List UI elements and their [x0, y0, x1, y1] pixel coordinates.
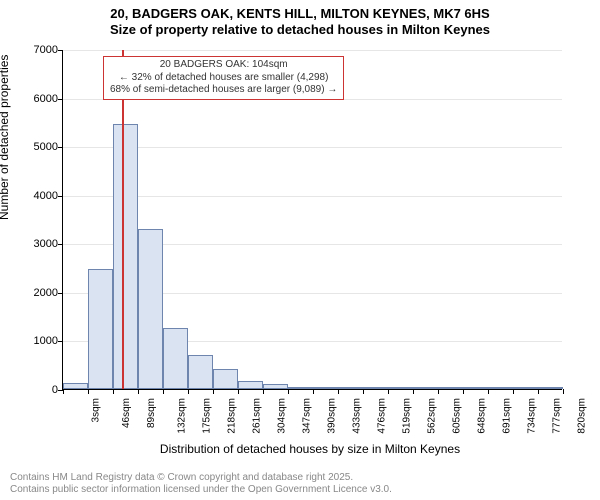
annot-line-3: 68% of semi-detached houses are larger (…	[110, 84, 337, 97]
x-tick-label: 820sqm	[577, 398, 588, 434]
y-tick-label: 3000	[18, 238, 58, 250]
x-tick-mark	[438, 389, 439, 394]
footer-text: Contains HM Land Registry data © Crown c…	[10, 472, 392, 496]
x-tick-mark	[163, 389, 164, 394]
chart-container: 20, BADGERS OAK, KENTS HILL, MILTON KEYN…	[0, 0, 600, 500]
x-tick-mark	[113, 389, 114, 394]
x-tick-mark	[263, 389, 264, 394]
x-tick-mark	[563, 389, 564, 394]
x-tick-label: 433sqm	[352, 398, 363, 434]
x-tick-label: 476sqm	[377, 398, 388, 434]
x-tick-label: 347sqm	[302, 398, 313, 434]
y-tick-mark	[58, 244, 63, 245]
gridline	[63, 50, 562, 51]
histogram-bar	[113, 124, 138, 389]
histogram-bar	[88, 269, 113, 389]
x-tick-label: 89sqm	[146, 398, 157, 428]
x-tick-mark	[288, 389, 289, 394]
x-tick-mark	[138, 389, 139, 394]
x-tick-mark	[188, 389, 189, 394]
x-tick-label: 734sqm	[527, 398, 538, 434]
histogram-bar	[188, 355, 213, 389]
annot-line-1: 20 BADGERS OAK: 104sqm	[110, 59, 337, 72]
histogram-bar	[513, 387, 538, 389]
x-tick-label: 777sqm	[552, 398, 563, 434]
x-tick-mark	[213, 389, 214, 394]
x-tick-label: 605sqm	[452, 398, 463, 434]
x-tick-label: 562sqm	[427, 398, 438, 434]
y-tick-mark	[58, 196, 63, 197]
y-tick-mark	[58, 50, 63, 51]
histogram-bar	[413, 387, 438, 389]
histogram-bar	[463, 387, 488, 389]
histogram-bar	[438, 387, 463, 389]
histogram-bar	[363, 387, 388, 389]
x-tick-mark	[238, 389, 239, 394]
y-tick-mark	[58, 293, 63, 294]
x-tick-mark	[413, 389, 414, 394]
y-tick-label: 5000	[18, 141, 58, 153]
histogram-bar	[288, 387, 313, 389]
x-tick-mark	[63, 389, 64, 394]
histogram-bar	[263, 384, 288, 389]
histogram-bar	[138, 229, 163, 389]
x-tick-label: 261sqm	[252, 398, 263, 434]
y-tick-label: 6000	[18, 93, 58, 105]
histogram-bar	[213, 369, 238, 389]
x-tick-label: 3sqm	[90, 398, 101, 422]
x-tick-mark	[388, 389, 389, 394]
x-tick-mark	[313, 389, 314, 394]
x-tick-mark	[338, 389, 339, 394]
y-tick-label: 4000	[18, 190, 58, 202]
x-tick-label: 132sqm	[177, 398, 188, 434]
y-tick-label: 1000	[18, 335, 58, 347]
x-tick-label: 218sqm	[227, 398, 238, 434]
y-tick-label: 7000	[18, 44, 58, 56]
footer-line-2: Contains public sector information licen…	[10, 484, 392, 496]
x-tick-label: 519sqm	[402, 398, 413, 434]
histogram-bar	[163, 328, 188, 389]
y-tick-label: 2000	[18, 287, 58, 299]
y-tick-mark	[58, 341, 63, 342]
histogram-bar	[488, 387, 513, 389]
histogram-bar	[238, 381, 263, 389]
title-block: 20, BADGERS OAK, KENTS HILL, MILTON KEYN…	[0, 0, 600, 39]
x-tick-label: 648sqm	[477, 398, 488, 434]
x-tick-label: 46sqm	[121, 398, 132, 428]
title-line-1: 20, BADGERS OAK, KENTS HILL, MILTON KEYN…	[0, 6, 600, 22]
y-axis-title: Number of detached properties	[0, 55, 11, 220]
y-tick-label: 0	[18, 384, 58, 396]
annot-line-2: ← 32% of detached houses are smaller (4,…	[110, 72, 337, 85]
x-tick-mark	[88, 389, 89, 394]
histogram-bar	[388, 387, 413, 389]
histogram-bar	[538, 387, 563, 389]
marker-annotation: 20 BADGERS OAK: 104sqm ← 32% of detached…	[103, 56, 344, 100]
x-tick-mark	[513, 389, 514, 394]
y-tick-mark	[58, 99, 63, 100]
histogram-bar	[338, 387, 363, 389]
plot-area: 20 BADGERS OAK: 104sqm ← 32% of detached…	[62, 50, 562, 390]
marker-line	[122, 50, 124, 389]
histogram-bar	[313, 387, 338, 389]
x-tick-label: 390sqm	[327, 398, 338, 434]
x-tick-label: 691sqm	[502, 398, 513, 434]
y-tick-mark	[58, 147, 63, 148]
x-tick-label: 175sqm	[202, 398, 213, 434]
x-tick-mark	[538, 389, 539, 394]
x-axis-title: Distribution of detached houses by size …	[60, 442, 560, 456]
x-tick-mark	[488, 389, 489, 394]
x-tick-mark	[363, 389, 364, 394]
histogram-bar	[63, 383, 88, 389]
x-tick-label: 304sqm	[277, 398, 288, 434]
footer-line-1: Contains HM Land Registry data © Crown c…	[10, 472, 392, 484]
title-line-2: Size of property relative to detached ho…	[0, 22, 600, 38]
x-tick-mark	[463, 389, 464, 394]
